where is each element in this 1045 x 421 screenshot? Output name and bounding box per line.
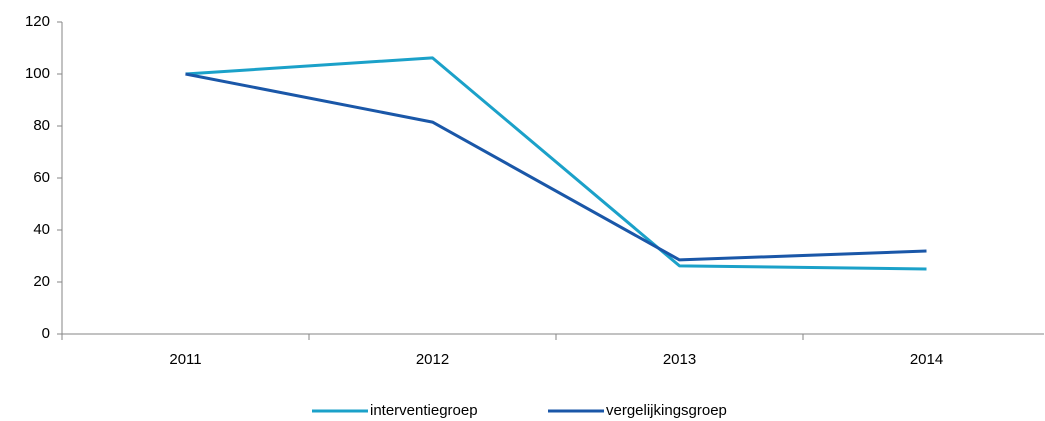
y-tick-label: 20 (33, 273, 50, 290)
y-tick-label: 60 (33, 169, 50, 186)
x-tick-label: 2013 (663, 351, 696, 368)
series-line (185, 56, 927, 271)
legend-label: vergelijkingsgroep (606, 402, 727, 419)
y-tick-label: 120 (25, 13, 50, 30)
x-tick-label: 2011 (169, 351, 201, 368)
series-line (185, 72, 927, 262)
x-tick-label: 2014 (910, 351, 943, 368)
y-tick-label: 80 (33, 117, 50, 134)
y-tick-label: 0 (42, 325, 50, 342)
x-tick-label: 2012 (416, 351, 449, 368)
legend-label: interventiegroep (370, 402, 478, 419)
y-tick-label: 100 (25, 65, 50, 82)
y-tick-label: 40 (33, 221, 50, 238)
